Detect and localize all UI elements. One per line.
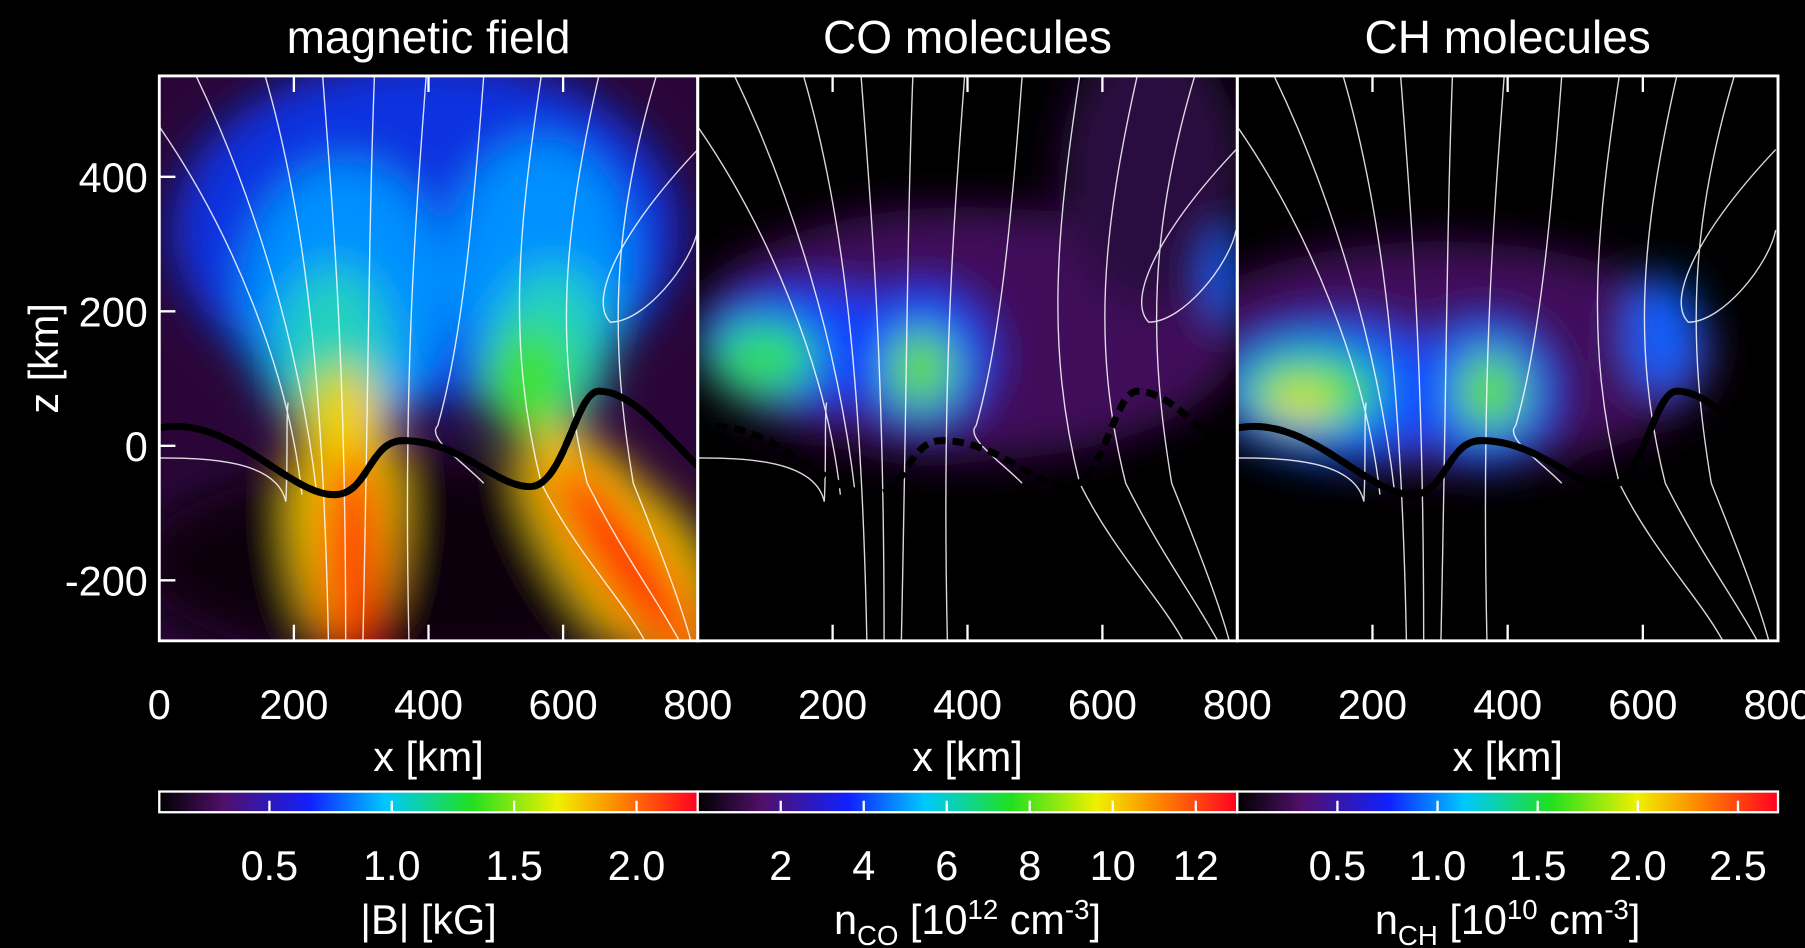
x-tick-label: 800 bbox=[663, 682, 732, 728]
figure: magnetic fieldx [km]0200400600800-200020… bbox=[0, 0, 1805, 948]
x-tick-label: 400 bbox=[1473, 682, 1542, 728]
colorbar-tick-label: 1.5 bbox=[1509, 843, 1567, 889]
x-axis-label: x [km] bbox=[912, 734, 1022, 780]
y-tick-label: 200 bbox=[79, 289, 148, 335]
label-part: 10 bbox=[1507, 894, 1538, 925]
colorbar-tick-label: 1.0 bbox=[363, 843, 421, 889]
colorbar-tick-label: 8 bbox=[1018, 843, 1041, 889]
colorbar-label: nCH [1010 cm-3] bbox=[1375, 894, 1641, 948]
label-part: |B| [kG] bbox=[360, 897, 497, 943]
colorbar-tick-label: 4 bbox=[852, 843, 875, 889]
colorbar-tick-label: 2.0 bbox=[608, 843, 666, 889]
y-tick-label: 400 bbox=[79, 155, 148, 201]
label-part: cm bbox=[1538, 897, 1605, 943]
x-tick-label: 600 bbox=[529, 682, 598, 728]
label-part: [10 bbox=[1438, 897, 1507, 943]
panel-title: CH molecules bbox=[1364, 11, 1650, 63]
colorbar bbox=[1237, 792, 1778, 813]
x-tick-label: 400 bbox=[933, 682, 1002, 728]
colorbar-label: nCO [1012 cm-3] bbox=[834, 894, 1101, 948]
colorbar bbox=[698, 792, 1238, 813]
x-axis-label: x [km] bbox=[373, 734, 483, 780]
x-tick-label: 600 bbox=[1608, 682, 1677, 728]
colorbar-tick-label: 10 bbox=[1090, 843, 1136, 889]
x-tick-label: 600 bbox=[1068, 682, 1137, 728]
label-part: n bbox=[834, 897, 857, 943]
label-part: CO bbox=[857, 920, 898, 948]
label-part: [10 bbox=[898, 897, 967, 943]
y-tick-label: 0 bbox=[125, 424, 148, 470]
colorbar-tick-label: 1.0 bbox=[1409, 843, 1467, 889]
colorbar-tick-label: 1.5 bbox=[485, 843, 543, 889]
x-tick-label: 400 bbox=[394, 682, 463, 728]
x-axis-label: x [km] bbox=[1452, 734, 1562, 780]
label-part: ] bbox=[1629, 897, 1641, 943]
x-tick-label: 800 bbox=[1743, 682, 1805, 728]
label-part: CH bbox=[1398, 920, 1438, 948]
x-tick-label: 200 bbox=[259, 682, 328, 728]
colorbar-tick-label: 2 bbox=[769, 843, 792, 889]
x-tick-label: 200 bbox=[1338, 682, 1407, 728]
colorbar-tick-label: 6 bbox=[935, 843, 958, 889]
y-tick-label: -200 bbox=[65, 558, 148, 604]
label-part: -3 bbox=[1604, 894, 1629, 925]
label-part: cm bbox=[998, 897, 1065, 943]
label-part: n bbox=[1375, 897, 1398, 943]
colorbar-tick-label: 2.5 bbox=[1709, 843, 1767, 889]
colorbar-tick-label: 12 bbox=[1173, 843, 1219, 889]
panel-title: magnetic field bbox=[287, 11, 571, 63]
x-tick-label: 200 bbox=[798, 682, 867, 728]
colorbar bbox=[159, 792, 697, 813]
colorbar-label: |B| [kG] bbox=[360, 897, 497, 943]
heatmap-image bbox=[1163, 76, 1779, 641]
colorbar-tick-label: 2.0 bbox=[1609, 843, 1667, 889]
x-tick-label: 800 bbox=[1203, 682, 1272, 728]
label-part: 12 bbox=[968, 894, 999, 925]
heatmap-image bbox=[691, 35, 1243, 641]
panel-title: CO molecules bbox=[823, 11, 1112, 63]
colorbar-tick-label: 0.5 bbox=[1309, 843, 1367, 889]
colorbar-tick-label: 0.5 bbox=[241, 843, 299, 889]
x-tick-label: 0 bbox=[148, 682, 171, 728]
label-part: -3 bbox=[1065, 894, 1090, 925]
heatmap-image bbox=[139, 58, 755, 708]
y-axis-label: z [km] bbox=[21, 303, 67, 413]
label-part: ] bbox=[1090, 897, 1102, 943]
